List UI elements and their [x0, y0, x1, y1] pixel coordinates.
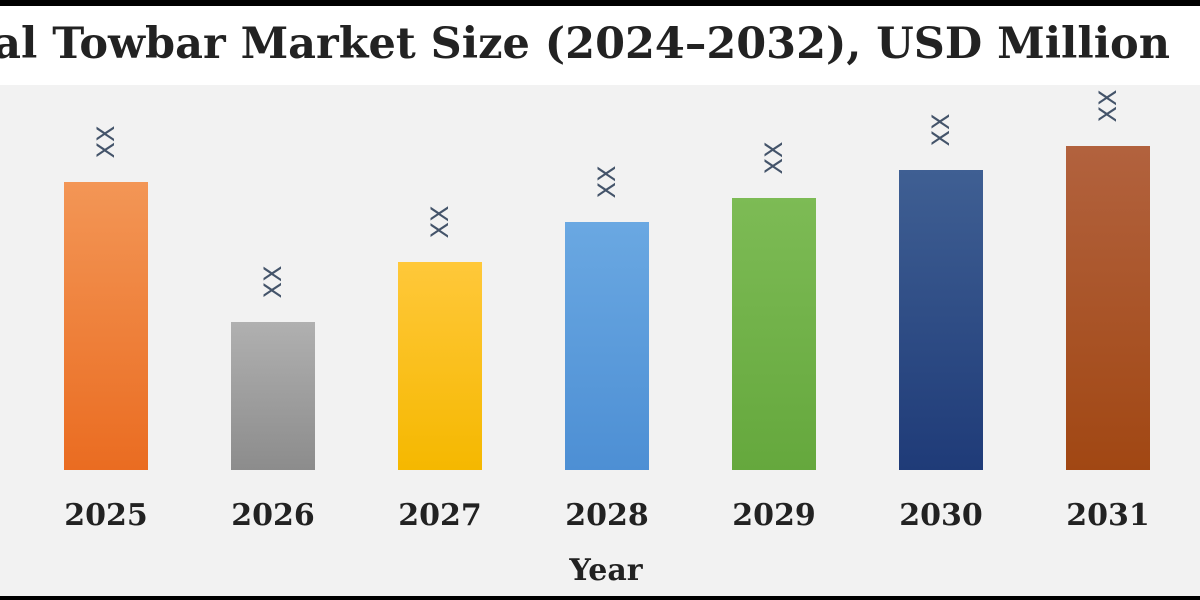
x-axis-label: Year: [568, 553, 643, 588]
bar-2030: [899, 170, 983, 470]
top-border: [0, 0, 1200, 6]
bar-2028: [565, 222, 649, 470]
x-tick-2026: 2026: [231, 498, 315, 533]
x-tick-2025: 2025: [64, 498, 148, 533]
x-tick-2031: 2031: [1066, 498, 1150, 533]
bottom-border: [0, 596, 1200, 600]
bar-2025: [64, 182, 148, 470]
data-label-2028: XX: [593, 166, 621, 199]
x-tick-2029: 2029: [732, 498, 816, 533]
x-tick-labels-group: 2025 2026 2027 2028 2029 2030 2031: [64, 498, 1150, 533]
data-label-2031: XX: [1094, 90, 1122, 123]
bar-2027: [398, 262, 482, 470]
data-labels-group: XX XX XX XX XX XX XX: [92, 90, 1122, 299]
data-label-2029: XX: [760, 142, 788, 175]
data-label-2025: XX: [92, 126, 120, 159]
x-tick-2030: 2030: [899, 498, 983, 533]
x-tick-2028: 2028: [565, 498, 649, 533]
chart-title: bal Towbar Market Size (2024–2032), USD …: [0, 19, 1170, 69]
bar-2029: [732, 198, 816, 470]
data-label-2027: XX: [426, 206, 454, 239]
x-tick-2027: 2027: [398, 498, 482, 533]
bar-2031: [1066, 146, 1150, 470]
data-label-2030: XX: [927, 114, 955, 147]
bars-group: [64, 146, 1150, 470]
data-label-2026: XX: [259, 266, 287, 299]
bar-2026: [231, 322, 315, 470]
